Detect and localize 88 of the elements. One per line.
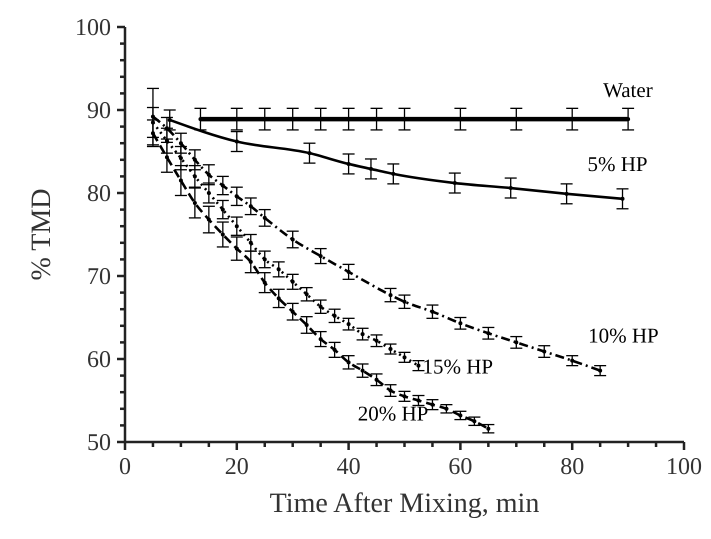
point (168, 118, 172, 122)
y-tick-label: 100 (75, 15, 111, 41)
point (307, 151, 312, 156)
point (220, 208, 225, 212)
point (178, 178, 183, 183)
point (564, 192, 569, 196)
y-tick-label: 80 (87, 181, 111, 207)
y-tick-label: 60 (87, 347, 111, 373)
point (346, 322, 351, 326)
point (430, 310, 434, 314)
y-tick-label: 50 (87, 430, 111, 456)
point (391, 172, 396, 176)
point (458, 413, 462, 418)
point (388, 347, 393, 352)
point (206, 172, 211, 177)
point (262, 280, 267, 285)
x-tick-label: 80 (560, 454, 584, 480)
point (346, 162, 351, 166)
point (262, 257, 267, 262)
x-tick-label: 20 (224, 454, 249, 480)
series-label: 10% HP (588, 324, 659, 348)
point (290, 280, 295, 284)
point (206, 218, 211, 222)
point (620, 196, 625, 201)
point (598, 368, 602, 373)
y-axis-title: % TMD (26, 188, 57, 281)
series-label: 15% HP (422, 354, 494, 379)
point (220, 184, 225, 188)
point (234, 140, 239, 144)
point (374, 338, 379, 343)
point (486, 331, 490, 336)
point (416, 364, 420, 368)
point (332, 348, 337, 352)
point (360, 332, 365, 336)
point (248, 204, 253, 208)
point (234, 246, 239, 251)
point (388, 388, 393, 393)
point (192, 158, 197, 162)
point (388, 293, 393, 298)
series-label: 20% HP (358, 402, 428, 426)
point (304, 322, 309, 327)
point (192, 174, 197, 178)
x-axis-title: Time After Mixing, min (270, 488, 540, 519)
x-tick-label: 60 (448, 454, 472, 480)
point (402, 300, 406, 304)
point (514, 340, 518, 344)
point (416, 398, 420, 402)
point (346, 270, 351, 274)
point (234, 224, 239, 228)
point (248, 240, 253, 245)
point (276, 267, 281, 272)
point (206, 191, 211, 195)
point (164, 155, 169, 160)
point (368, 166, 373, 171)
point (570, 358, 574, 363)
point (276, 296, 281, 300)
x-tick-label: 40 (336, 454, 361, 480)
point (430, 402, 434, 407)
point (248, 260, 253, 264)
point (346, 360, 351, 364)
point (318, 254, 323, 258)
point (290, 237, 295, 242)
point (402, 394, 406, 398)
point (220, 232, 225, 236)
y-tick-label: 70 (87, 264, 111, 290)
point (290, 310, 295, 314)
x-tick-label: 100 (666, 454, 702, 480)
point (192, 200, 197, 205)
point (458, 321, 462, 326)
point (452, 181, 457, 186)
y-tick-label: 90 (87, 98, 111, 124)
series-label: Water (603, 78, 653, 102)
point (402, 355, 406, 360)
point (542, 350, 546, 354)
point (318, 304, 323, 309)
point (178, 141, 183, 146)
point (508, 186, 513, 190)
point (374, 378, 379, 382)
series-label: 5% HP (588, 152, 648, 176)
x-tick-label: 0 (119, 454, 131, 480)
point (234, 194, 239, 198)
point (150, 131, 155, 136)
point (332, 314, 337, 318)
point (262, 216, 267, 220)
point (318, 337, 323, 342)
point (178, 156, 183, 160)
point (304, 292, 309, 296)
point (360, 368, 365, 373)
